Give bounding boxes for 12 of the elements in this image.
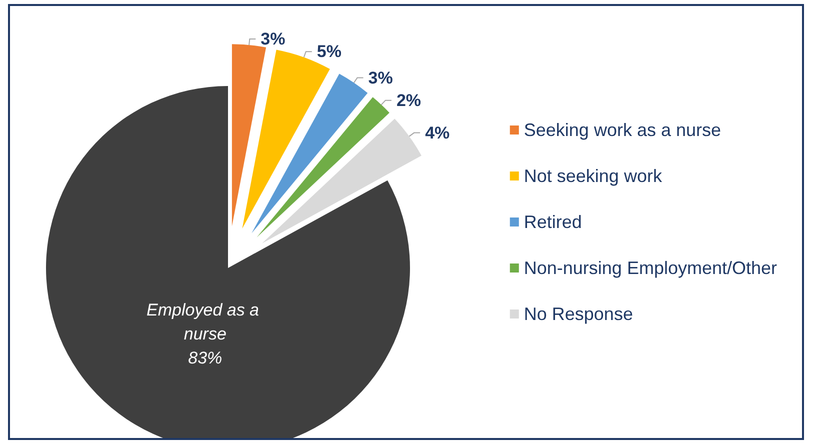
slice-label: Employed as a nurse — [146, 300, 264, 344]
legend-label: No Response — [524, 304, 633, 324]
legend-label: Seeking work as a nurse — [524, 120, 721, 140]
data-label: 3% — [260, 30, 286, 49]
legend-label: Non-nursing Employment/Other — [524, 258, 778, 278]
legend-label: Retired — [524, 212, 582, 232]
legend-label: Not seeking work — [524, 166, 663, 186]
data-label: 4% — [425, 123, 450, 142]
data-label: 83% — [188, 348, 222, 368]
data-label: 5% — [316, 42, 342, 62]
data-label: 3% — [368, 68, 393, 88]
data-label: 2% — [396, 90, 422, 110]
